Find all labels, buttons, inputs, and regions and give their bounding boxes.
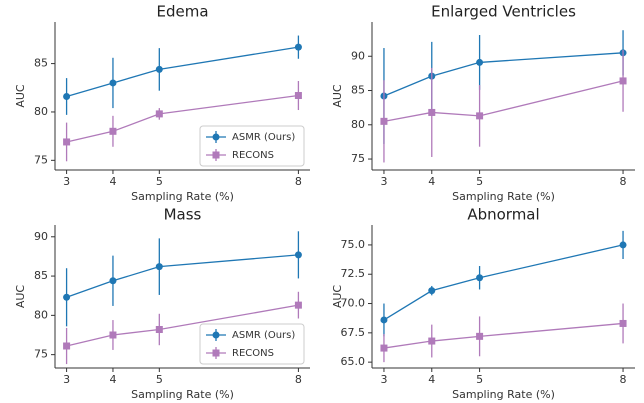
series-line	[383, 80, 624, 122]
y-tick-label: 85	[34, 269, 48, 282]
x-axis-label: Sampling Rate (%)	[131, 190, 234, 203]
data-point	[294, 251, 302, 259]
x-axis-label: Sampling Rate (%)	[452, 190, 555, 203]
x-tick-label: 8	[620, 373, 627, 386]
y-tick-label: 90	[34, 230, 48, 243]
data-point	[380, 117, 388, 125]
y-axis-label: AUC	[331, 84, 344, 108]
y-tick-label: 85	[351, 84, 365, 97]
series-line	[66, 46, 299, 98]
data-point	[619, 77, 627, 85]
data-point	[63, 92, 71, 100]
series-line	[383, 52, 624, 97]
x-tick-label: 3	[380, 373, 387, 386]
data-point	[380, 344, 388, 352]
y-tick-label: 67.5	[341, 326, 366, 339]
y-tick-label: 75	[351, 152, 365, 165]
legend-marker	[212, 133, 220, 141]
legend-box	[199, 125, 305, 167]
y-tick-label: 65.0	[341, 355, 366, 368]
y-tick-label: 75	[34, 153, 48, 166]
data-point	[476, 274, 484, 282]
y-tick-label: 70.0	[341, 297, 366, 310]
legend-label: RECONS	[232, 348, 274, 359]
legend-label: ASMR (Ours)	[232, 132, 295, 143]
series-line	[383, 322, 624, 349]
x-tick-label: 4	[428, 175, 435, 188]
x-tick-label: 8	[295, 175, 302, 188]
series-line	[66, 94, 299, 143]
data-point	[428, 108, 436, 116]
chart-title: Edema	[156, 3, 208, 21]
data-point	[380, 316, 388, 324]
data-point	[476, 332, 484, 340]
data-point	[155, 110, 163, 118]
legend-box	[199, 323, 305, 365]
x-tick-label: 8	[620, 175, 627, 188]
x-tick-label: 5	[476, 175, 483, 188]
chart-title: Abnormal	[467, 206, 539, 224]
series-line	[383, 244, 624, 321]
data-point	[155, 65, 163, 73]
legend-marker	[212, 331, 220, 339]
y-tick-label: 80	[34, 308, 48, 321]
x-tick-label: 3	[63, 175, 70, 188]
data-point	[109, 79, 117, 87]
y-axis-label: AUC	[331, 285, 344, 309]
data-point	[294, 43, 302, 51]
y-tick-label: 80	[351, 118, 365, 131]
data-point	[476, 112, 484, 120]
series-line	[66, 304, 299, 347]
data-point	[428, 287, 436, 295]
x-tick-label: 3	[63, 373, 70, 386]
x-axis-label: Sampling Rate (%)	[452, 388, 555, 401]
data-point	[619, 241, 627, 249]
legend-marker	[212, 151, 220, 159]
data-point	[109, 127, 117, 135]
x-tick-label: 4	[109, 373, 116, 386]
y-axis-label: AUC	[14, 285, 27, 309]
data-point	[63, 138, 71, 146]
data-point	[63, 293, 71, 301]
data-point	[428, 337, 436, 345]
x-tick-label: 4	[109, 175, 116, 188]
x-tick-label: 8	[295, 373, 302, 386]
x-tick-label: 5	[476, 373, 483, 386]
x-tick-label: 4	[428, 373, 435, 386]
x-tick-label: 5	[156, 175, 163, 188]
y-tick-label: 72.5	[341, 267, 366, 280]
x-tick-label: 5	[156, 373, 163, 386]
data-point	[294, 92, 302, 100]
y-tick-label: 90	[351, 49, 365, 62]
data-point	[476, 58, 484, 66]
y-tick-label: 80	[34, 105, 48, 118]
chart-title: Enlarged Ventricles	[431, 3, 576, 21]
data-point	[109, 277, 117, 285]
data-point	[155, 326, 163, 333]
chart-title: Mass	[164, 206, 202, 224]
data-point	[155, 263, 163, 271]
y-axis-label: AUC	[14, 84, 27, 108]
y-tick-label: 75	[34, 348, 48, 361]
data-point	[619, 319, 627, 327]
legend-marker	[212, 349, 220, 357]
legend-label: ASMR (Ours)	[232, 330, 295, 341]
y-tick-label: 75.0	[341, 238, 366, 251]
x-tick-label: 3	[380, 175, 387, 188]
series-line	[66, 254, 299, 298]
data-point	[294, 301, 302, 309]
x-axis-label: Sampling Rate (%)	[131, 388, 234, 401]
legend-label: RECONS	[232, 150, 274, 161]
data-point	[63, 342, 71, 350]
data-point	[109, 331, 117, 339]
y-tick-label: 85	[34, 57, 48, 70]
